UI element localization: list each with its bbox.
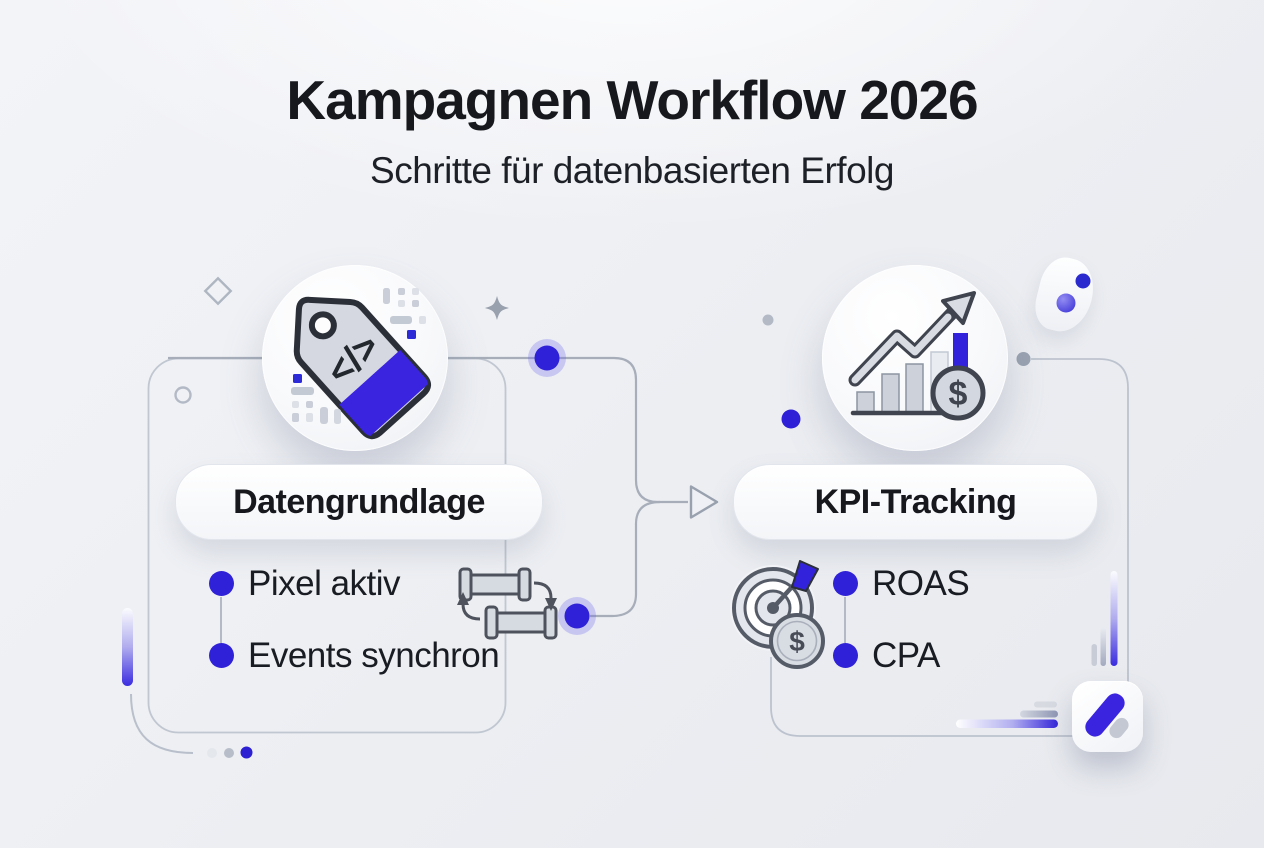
dollar-text-badge: $ [789,626,805,657]
dot-gray-small [762,314,774,326]
blob-decoration [1029,252,1101,338]
node-gray-start [1016,352,1031,366]
growth-chart-dollar-icon: $ [848,291,986,421]
gradient-bars-right [1091,571,1118,666]
code-tag-icon: </> [293,296,432,440]
target-dollar-icon: $ [730,560,825,669]
sparkle-icon [485,296,509,320]
step-pill-datengrundlage: Datengrundlage [175,464,543,540]
bullet-dot [209,571,234,596]
list-item: CPA [872,636,940,675]
dollar-text-chart: $ [949,375,968,413]
ads-logo-tile [1072,681,1143,752]
arrow-right-icon [689,485,719,519]
step-circle-kpi: $ [822,265,1008,451]
ads-logo-icon [1085,693,1129,739]
page-subtitle: Schritte für datenbasierten Erfolg [370,150,894,191]
list-item: Pixel aktiv [248,564,401,603]
diamond-icon [203,276,233,306]
list-item: Events synchron [248,636,500,675]
step-label: Datengrundlage [233,482,485,521]
bullet-dot [833,571,858,596]
list-item: ROAS [872,564,970,603]
connector-top-branch [559,356,688,504]
ring-icon [174,386,192,404]
bullet-join-line [844,597,846,643]
speed-lines [956,701,1058,728]
step-circle-datengrundlage: </> [262,265,448,451]
bullet-dot [209,643,234,668]
curve-tail [130,693,194,754]
page-title: Kampagnen Workflow 2026 [286,69,978,131]
bullet-join-line [220,597,222,643]
bullet-dot [833,643,858,668]
dot-trail [207,746,253,759]
sync-icon [457,567,558,640]
step-pill-kpi: KPI-Tracking [733,464,1098,540]
node-blue-bottom [558,597,596,635]
node-blue-top [528,339,566,377]
step-label: KPI-Tracking [814,482,1017,521]
connector-bottom-branch [590,500,661,618]
dot-blue-small [781,409,801,429]
gradient-bar-left [122,608,133,686]
